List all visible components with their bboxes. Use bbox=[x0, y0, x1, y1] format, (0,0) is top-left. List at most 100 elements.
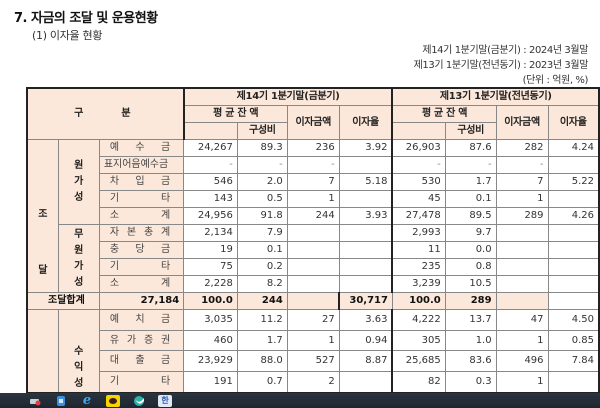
label-char: 계 bbox=[75, 295, 85, 306]
previous-interest-amount: - bbox=[495, 156, 549, 174]
previous-interest-rate: 5.22 bbox=[547, 173, 600, 191]
current-interest-rate-empty bbox=[338, 224, 393, 242]
previous-interest-rate bbox=[547, 156, 600, 174]
funding-total-prev-rate bbox=[495, 292, 549, 310]
current-composition: 8.2 bbox=[236, 275, 288, 293]
previous-composition: 10.5 bbox=[444, 275, 497, 293]
previous-composition: 87.6 bbox=[444, 139, 497, 157]
current-interest-amount: 1 bbox=[286, 190, 340, 208]
app-icon[interactable] bbox=[54, 395, 68, 407]
non-cost-bearing-group-char: 성 bbox=[74, 276, 84, 288]
earning-group-char: 수 bbox=[74, 346, 84, 357]
document-editor-icon[interactable]: 한 bbox=[158, 394, 172, 407]
cost-bearing-group-char: 가 bbox=[74, 176, 84, 187]
table-row: 표지어음예수금 - - - - - - bbox=[27, 156, 600, 174]
previous-avg-balance: 45 bbox=[391, 190, 446, 208]
current-interest-amount-empty bbox=[286, 241, 340, 259]
previous-composition: 89.5 bbox=[444, 207, 497, 225]
table-row: 기 타 143 0.5 1 45 0.1 1 bbox=[27, 190, 600, 208]
current-composition: 88.0 bbox=[236, 350, 288, 373]
non-cost-bearing-group-char: 원 bbox=[74, 244, 84, 256]
previous-composition: 1.7 bbox=[444, 173, 497, 191]
current-interest-rate-empty bbox=[338, 241, 393, 259]
previous-composition: 0.1 bbox=[444, 190, 497, 208]
current-interest-amount: 2 bbox=[286, 371, 340, 394]
previous-interest-rate: 4.26 bbox=[547, 207, 600, 225]
current-avg-balance: 2,228 bbox=[183, 275, 238, 293]
current-avg-balance: 23,929 bbox=[183, 350, 238, 373]
unit-note: (단위 : 억원, %) bbox=[522, 75, 589, 86]
previous-interest-amount: 7 bbox=[495, 173, 549, 191]
kakaotalk-icon[interactable] bbox=[106, 394, 120, 407]
label-char: 계 bbox=[161, 210, 174, 221]
current-composition-header: 구성비 bbox=[236, 122, 288, 140]
label-char: 타 bbox=[161, 261, 174, 272]
previous-interest-rate: 7.84 bbox=[547, 350, 600, 373]
table-row: 유 가 증 권 460 1.7 1 0.94 305 1.0 1 0.85 bbox=[27, 329, 600, 352]
label-char: 기 bbox=[109, 261, 123, 272]
current-interest-rate: 0.94 bbox=[338, 329, 393, 352]
funding-total-cur-comp: 100.0 bbox=[183, 292, 238, 310]
current-composition: 0.2 bbox=[236, 258, 288, 276]
previous-interest-amount-empty bbox=[495, 258, 549, 276]
previous-composition: 1.0 bbox=[444, 329, 497, 352]
funding-total-prev-int: 289 bbox=[444, 292, 497, 310]
label-char: 합 bbox=[66, 295, 76, 306]
previous-interest-rate-empty bbox=[547, 258, 600, 276]
funding-total-prev-comp: 100.0 bbox=[391, 292, 446, 310]
funding-total-prev-bal: 30,717 bbox=[338, 292, 393, 310]
label-char: 조 bbox=[48, 295, 58, 306]
current-composition: 91.8 bbox=[236, 207, 288, 225]
label-char: 가 bbox=[126, 334, 140, 346]
label-char: 금 bbox=[161, 313, 174, 325]
previous-composition: 0.0 bbox=[444, 241, 497, 259]
current-composition: 2.0 bbox=[236, 173, 288, 191]
earning-group-char: 성 bbox=[74, 378, 84, 389]
previous-composition: - bbox=[444, 156, 497, 174]
current-interest-amount: - bbox=[286, 156, 340, 174]
previous-interest-amount: 282 bbox=[495, 139, 549, 157]
previous-interest-rate-empty bbox=[547, 241, 600, 259]
previous-interest-amount-empty bbox=[495, 241, 549, 259]
browser-icon[interactable] bbox=[132, 395, 146, 407]
label-char: 타 bbox=[161, 376, 174, 388]
current-period-header: 제14기 1분기말(금분기) bbox=[182, 87, 393, 106]
network-icon[interactable] bbox=[28, 395, 42, 407]
previous-interest-amount-empty bbox=[495, 224, 549, 242]
table-row: 대 출 금 23,929 88.0 527 8.87 25,685 83.6 496 7.84 bbox=[27, 350, 600, 373]
label-char: 기 bbox=[109, 193, 123, 204]
current-avg-balance: 24,956 bbox=[183, 207, 238, 225]
funding-total-cur-rate bbox=[286, 292, 340, 310]
current-interest-rate bbox=[338, 190, 393, 208]
previous-avg-balance: 11 bbox=[391, 241, 446, 259]
previous-avg-balance: 25,685 bbox=[391, 350, 446, 373]
current-interest-rate: 3.63 bbox=[338, 309, 393, 331]
current-interest-amount: 527 bbox=[286, 350, 340, 373]
current-composition: 89.3 bbox=[236, 139, 288, 157]
previous-interest-amount: 47 bbox=[495, 309, 549, 331]
current-interest-amount: 236 bbox=[286, 139, 340, 157]
current-interest-rate bbox=[338, 156, 393, 174]
current-composition: - bbox=[236, 156, 288, 174]
label-char: 금 bbox=[161, 142, 174, 153]
label-char: 입 bbox=[135, 176, 148, 187]
previous-avg-balance: - bbox=[391, 156, 446, 174]
table-row: 기 타 191 0.7 2 82 0.3 1 bbox=[27, 371, 600, 394]
previous-interest-rate bbox=[547, 190, 600, 208]
internet-explorer-icon[interactable]: e bbox=[82, 393, 92, 408]
current-avg-balance: 546 bbox=[183, 173, 238, 191]
label-char: 치 bbox=[135, 313, 148, 325]
label-char: 자 bbox=[109, 227, 123, 238]
current-interest-amount-empty bbox=[286, 275, 340, 293]
current-avg-balance: 75 bbox=[183, 258, 238, 276]
current-avg-balance: 460 bbox=[183, 329, 238, 352]
table-row: 수 익 성 예 치 금 3,035 11.2 27 3.63 4,222 13.7 47 4.50 bbox=[26, 309, 600, 394]
current-avg-balance: - bbox=[183, 156, 238, 174]
